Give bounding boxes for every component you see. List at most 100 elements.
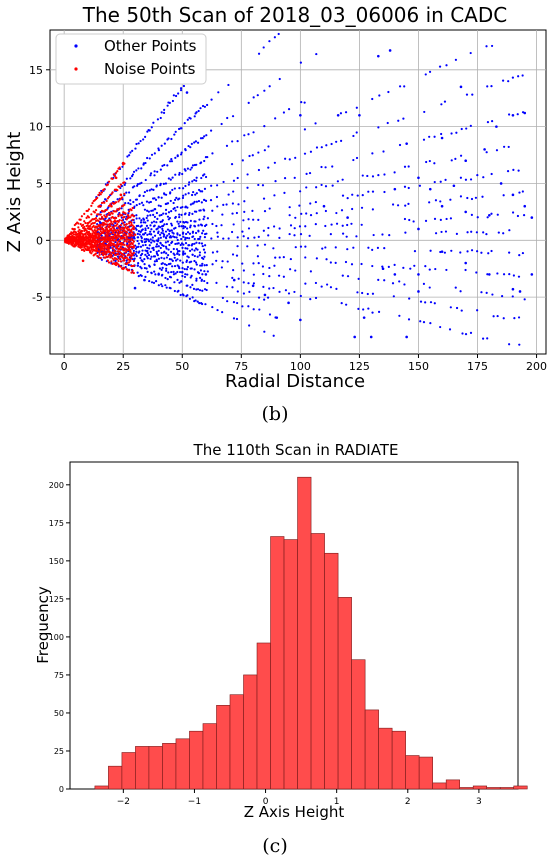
scatter-ray-point [192, 190, 195, 194]
scatter-ray-point [433, 217, 437, 220]
scatter-ray-point [179, 87, 183, 90]
scatter-ray-point [145, 200, 149, 203]
scatter-ray-point [201, 262, 204, 265]
scatter-ray-point [187, 183, 190, 186]
scatter-ray-point [251, 209, 254, 212]
scatter-ray-point [346, 275, 350, 278]
scatter-ray-point [140, 181, 143, 184]
histogram-bar [121, 752, 136, 790]
scatter-ray-point [159, 246, 162, 250]
histogram-bar [324, 552, 339, 790]
scatter-ray-point [203, 187, 207, 190]
scatter-ray-point [198, 242, 201, 245]
scatter-ray-point [202, 257, 205, 261]
scatter-ray-point [267, 234, 270, 237]
scatter-y-axis-label: Z Axis Height [4, 132, 25, 253]
scatter-ray-point [166, 228, 170, 231]
scatter-noise-ray-point [97, 245, 100, 248]
scatter-ray-point [157, 196, 160, 199]
scatter-ray-point [413, 250, 417, 253]
scatter-ray-point [460, 309, 463, 312]
scatter-ray-point [153, 215, 156, 219]
scatter-ray-point [293, 234, 296, 237]
scatter-ray-point [174, 215, 177, 219]
scatter-noise-ray-point [131, 206, 134, 210]
scatter-ray-point [412, 220, 415, 223]
scatter-ray-point [171, 176, 174, 179]
scatter-ray-point [156, 240, 160, 243]
scatter-ray-point [501, 295, 504, 298]
scatter-ray-point [172, 247, 175, 251]
scatter-ray-point [149, 250, 152, 253]
scatter-ray-point [203, 209, 206, 212]
scatter-ray-point [232, 268, 235, 272]
scatter-noise-ray-point [83, 239, 86, 242]
scatter-ray-point [308, 234, 311, 237]
scatter-ray-point [470, 230, 473, 233]
scatter-ray-point [194, 299, 197, 302]
histogram-bar [472, 785, 488, 790]
scatter-noise-ray-point [112, 242, 115, 245]
scatter-ray-point [391, 203, 395, 206]
scatter-ray-point [243, 210, 246, 214]
scatter-ray-point [256, 255, 259, 258]
scatter-ray-point [200, 201, 203, 204]
scatter-ray-point [178, 173, 181, 176]
scatter-ray-point [268, 85, 271, 88]
scatter-ray-point [166, 240, 170, 243]
scatter-ray-point [517, 275, 521, 278]
scatter-ray-point [523, 298, 526, 301]
histogram-bar [391, 730, 406, 790]
scatter-ray-point [175, 236, 178, 239]
scatter-ray-point [159, 205, 162, 208]
scatter-ray-point [147, 226, 150, 230]
scatter-ray-point [134, 247, 138, 250]
scatter-point [133, 233, 137, 236]
scatter-ray-point [184, 236, 187, 240]
scatter-ray-point [186, 247, 189, 250]
scatter-ray-point [183, 252, 187, 255]
scatter-noise-ray-point [112, 226, 115, 230]
scatter-ray-point [205, 232, 208, 235]
scatter-noise-ray-point [109, 244, 112, 247]
scatter-ray-point [222, 203, 225, 206]
scatter-ray-point [345, 235, 348, 238]
scatter-ray-point [197, 109, 200, 113]
scatter-ray-point [151, 209, 154, 212]
scatter-point [299, 113, 302, 117]
scatter-ray-point [169, 250, 173, 253]
scatter-ray-point [481, 195, 484, 198]
scatter-ray-point [204, 303, 207, 306]
scatter-noise-ray-point [77, 222, 80, 225]
scatter-noise-ray-point [87, 208, 91, 211]
scatter-ray-point [352, 246, 355, 249]
scatter-ray-point [157, 257, 161, 260]
scatter-point [346, 216, 349, 219]
scatter-ray-point [151, 236, 154, 239]
scatter-y-tick-label: 0 [36, 234, 43, 247]
scatter-noise-ray-point [73, 228, 76, 231]
scatter-ray-point [143, 263, 146, 266]
scatter-ray-point [193, 200, 196, 204]
scatter-ray-point [164, 245, 168, 248]
scatter-ray-point [146, 252, 149, 255]
scatter-ray-point [140, 167, 143, 170]
scatter-ray-point [163, 257, 166, 260]
scatter-ray-point [334, 246, 337, 249]
scatter-ray-point [201, 190, 204, 193]
scatter-ray-point [476, 250, 479, 253]
scatter-ray-point [136, 232, 139, 235]
scatter-ray-point [423, 110, 426, 114]
scatter-noise-ray-point [94, 216, 98, 220]
histogram-bar [499, 787, 515, 790]
scatter-noise-ray-point [106, 197, 109, 200]
scatter-point [464, 261, 467, 265]
scatter-ray-point [314, 200, 317, 204]
scatter-ray-point [152, 121, 155, 124]
histogram-bars [94, 476, 528, 790]
scatter-noise-ray-point [125, 240, 128, 243]
scatter-ray-point [198, 289, 202, 292]
scatter-ray-point [188, 211, 191, 215]
scatter-ray-point [246, 186, 249, 189]
scatter-ray-point [274, 256, 277, 259]
